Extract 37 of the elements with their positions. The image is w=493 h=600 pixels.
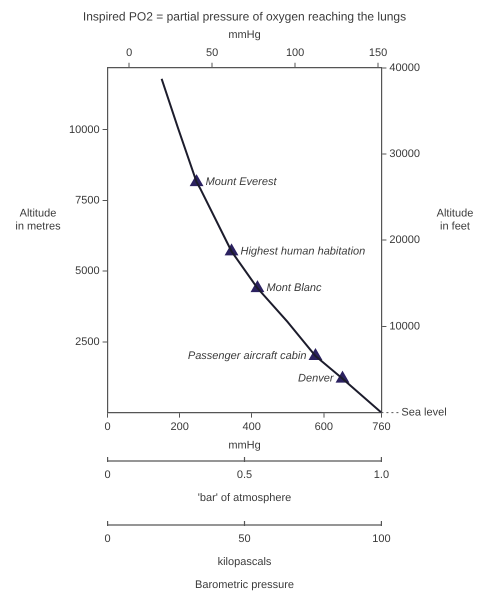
x2-tick-label: 0 [126, 47, 132, 60]
x-tick-label: 760 [372, 421, 391, 434]
annotation: Mont Blanc [266, 282, 322, 294]
text: 0.5 [236, 469, 252, 482]
text: 'bar' of atmosphere [198, 492, 292, 504]
x2-tick-label: 150 [368, 47, 388, 60]
x2-tick-label: 100 [286, 47, 304, 60]
x-tick-label: 0 [104, 421, 111, 434]
text: 50 [238, 533, 251, 546]
ref-line-label: Sea level [401, 406, 447, 419]
text: 0 [104, 469, 111, 482]
chart-title: Inspired PO2 = partial pressure of oxygen reaching the lungs [82, 10, 406, 24]
text: Barometric pressure [194, 579, 294, 592]
y-tick-label: 2500 [75, 336, 100, 348]
y-tick-label: 10000 [68, 124, 100, 136]
annotation: Mount Everest [206, 176, 278, 188]
annotation: Denver [298, 372, 335, 385]
x2-tick-label: 50 [206, 47, 218, 60]
x2-axis-title: mmHg [228, 29, 261, 42]
y2-tick-label: 30000 [389, 148, 420, 160]
text: 100 [372, 533, 391, 546]
y2-tick-label: 10000 [389, 320, 420, 332]
y2-tick-label: 20000 [389, 234, 420, 246]
text: 1.0 [374, 469, 390, 482]
y2-tick-label: 40000 [389, 62, 420, 74]
x-tick-label: 200 [170, 421, 189, 434]
y-tick-label: 7500 [75, 194, 100, 206]
annotation: Passenger aircraft cabin [188, 350, 306, 362]
x-tick-label: 400 [242, 421, 261, 434]
text: kilopascals [218, 556, 272, 568]
text: 0 [104, 533, 111, 546]
y2-axis-title: Altitude in feet [436, 208, 474, 233]
y-tick-label: 5000 [75, 265, 100, 278]
annotation: Highest human habitation [240, 245, 366, 258]
x-axis-title: mmHg [228, 439, 261, 452]
y-axis-title: Altitude in metres [15, 208, 62, 233]
x-tick-label: 600 [314, 421, 333, 434]
